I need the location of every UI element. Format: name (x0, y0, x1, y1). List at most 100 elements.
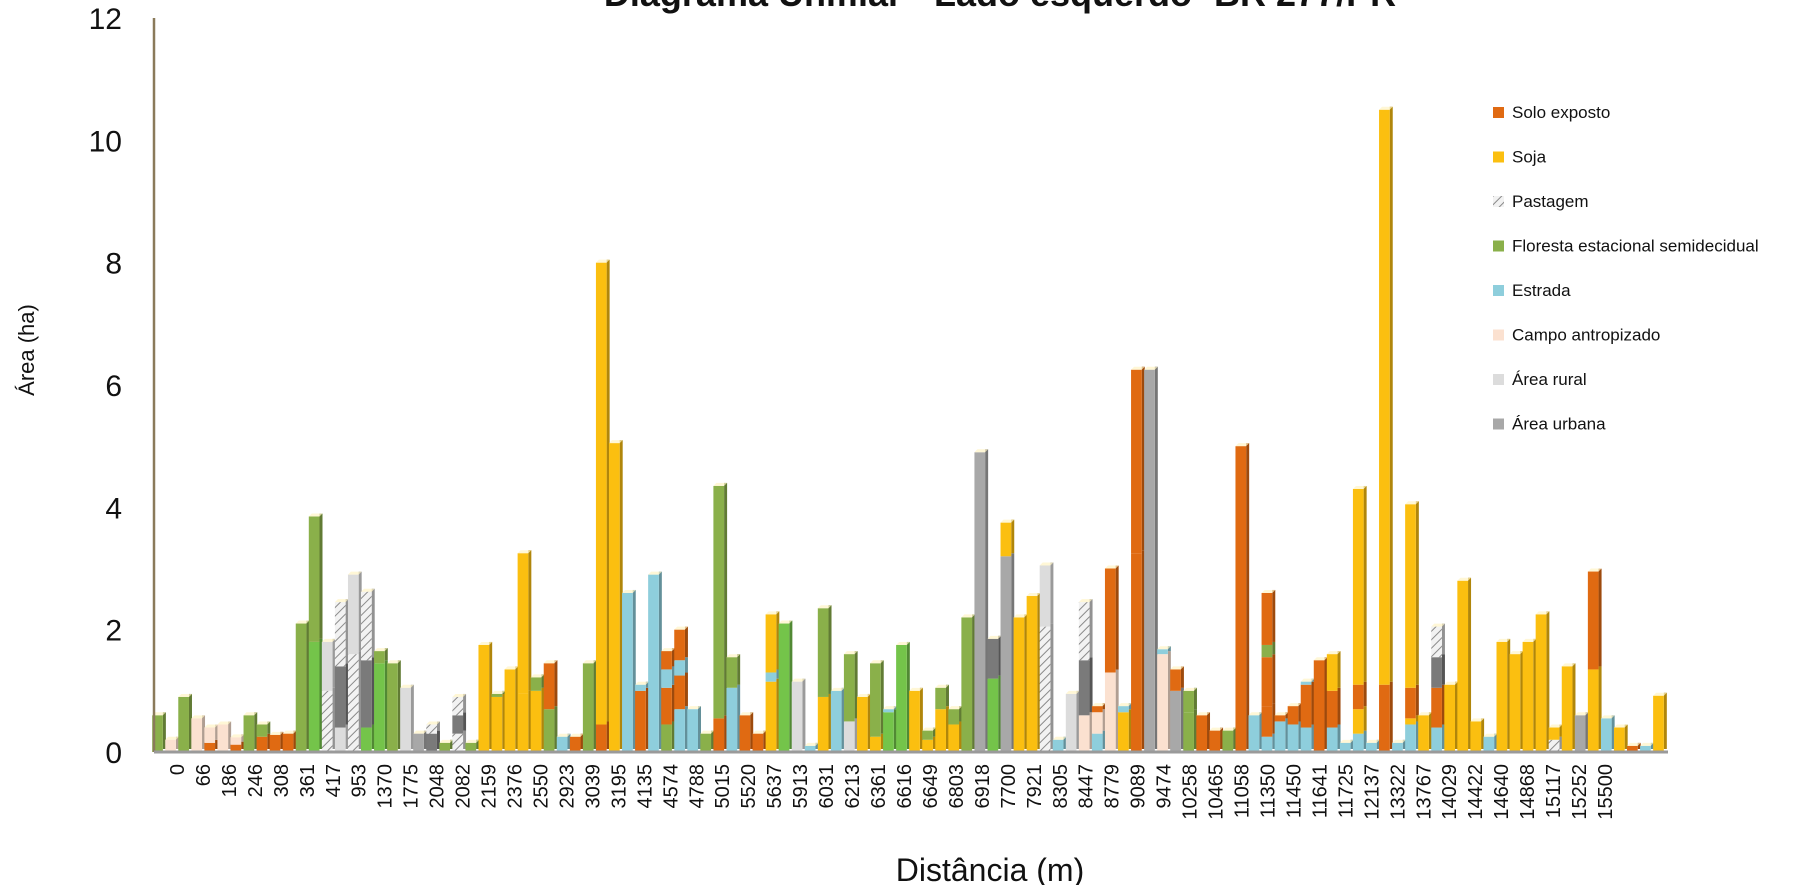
bar-segment (1274, 715, 1286, 722)
bar-segment-side (1128, 703, 1132, 710)
bar-segment-side (606, 721, 610, 749)
bar-segment-side (1481, 718, 1485, 749)
bar-top (1483, 733, 1498, 737)
bar-segment-side (1089, 712, 1093, 749)
x-tick-label: 2376 (505, 764, 527, 809)
bar-top (1587, 568, 1602, 572)
bar-segment-side (215, 739, 219, 749)
bar-top (830, 687, 845, 691)
x-tick-label: 417 (323, 764, 345, 797)
x-tick-label: 308 (271, 764, 293, 797)
bar-segment (1104, 672, 1116, 752)
bar-segment (361, 727, 372, 752)
bar-segment-side (776, 611, 780, 670)
bar-top (1248, 712, 1263, 716)
legend-label: Área urbana (1512, 415, 1606, 434)
bar-segment-side (645, 687, 649, 749)
bar-segment-side (463, 712, 467, 731)
bar-top (1392, 739, 1406, 743)
bar-segment-side (1441, 623, 1445, 655)
bar-top (1313, 657, 1328, 661)
x-tick-label: 11058 (1232, 764, 1254, 818)
bar-segment (230, 737, 242, 745)
bar-segment (1431, 626, 1442, 658)
bar-segment-side (1415, 721, 1419, 749)
bar-top (491, 690, 506, 694)
x-tick-label: 953 (349, 764, 371, 797)
bar-segment-side (724, 482, 728, 716)
bar-top (1209, 727, 1224, 731)
bar-segment (1352, 684, 1364, 710)
x-tick-label: 14029 (1439, 764, 1461, 820)
bar-segment-side (880, 733, 884, 749)
bar-segment (1000, 556, 1012, 752)
bar-segment (909, 690, 920, 752)
bar-segment (987, 678, 999, 752)
bar-segment-side (671, 648, 675, 667)
bar-top (987, 635, 1002, 639)
bar-segment-side (1520, 651, 1524, 749)
legend-label: Campo antropizado (1512, 326, 1660, 345)
bar-segment (974, 452, 986, 752)
bar-top (726, 654, 741, 658)
bar-segment-side (1272, 703, 1276, 734)
bar-segment-side (854, 651, 858, 719)
bar-top (674, 626, 688, 630)
bar-top (1457, 577, 1472, 581)
bar-segment (1587, 571, 1599, 670)
x-tick-label: 6803 (946, 764, 968, 809)
bar-segment (387, 663, 398, 752)
bar-top (1118, 703, 1132, 707)
bar-segment-side (241, 734, 245, 742)
bar-segment-side (1663, 692, 1667, 749)
bar-segment (1574, 715, 1586, 752)
bar-segment-side (671, 666, 675, 685)
bar-segment-side (802, 678, 806, 749)
bar-segment (674, 709, 685, 752)
bar-top (1039, 562, 1054, 566)
bar-segment (334, 666, 346, 728)
bar-segment-side (789, 620, 793, 749)
bar-segment (804, 745, 816, 752)
bar-segment-side (528, 550, 532, 691)
bar-segment (739, 715, 751, 752)
bar-segment (530, 690, 542, 752)
bar-segment (1078, 715, 1090, 752)
bar-segment (308, 641, 320, 752)
bar-segment-side (1089, 657, 1093, 713)
bar-segment (1405, 724, 1416, 752)
bar-segment-side (1389, 106, 1393, 682)
x-tick-label: 0 (167, 764, 189, 775)
bar-segment-side (267, 721, 271, 734)
bar-top (804, 742, 819, 746)
bar-segment (400, 687, 411, 752)
bar-segment-side (332, 638, 336, 688)
bar-segment (321, 641, 333, 691)
plot-area (152, 106, 1667, 752)
bar-segment (1104, 568, 1116, 673)
bar-top (282, 730, 297, 734)
bar-top (387, 660, 401, 664)
bar-segment (1039, 626, 1051, 752)
bar-segment (269, 734, 281, 752)
bar-top (765, 611, 780, 615)
bar-top (817, 605, 832, 609)
bar-segment (1457, 580, 1469, 752)
bar-segment-side (880, 660, 884, 734)
x-tick-label: 5015 (712, 764, 734, 809)
bar-top (543, 660, 558, 664)
legend-swatch (1493, 107, 1504, 118)
bar-top (413, 730, 427, 734)
legend-label: Estrada (1512, 281, 1571, 300)
bar-segment-side (1050, 562, 1054, 624)
bar-top (1261, 589, 1276, 593)
bar-segment-side (1559, 736, 1563, 749)
bar-segment (1379, 109, 1390, 685)
legend-swatch (1493, 151, 1504, 163)
bar-segment (1183, 690, 1194, 713)
bar-segment (870, 736, 881, 752)
bar-segment (256, 736, 268, 752)
x-tick-label: 4135 (634, 764, 656, 809)
bar-segment (1091, 706, 1103, 713)
bar-segment (1352, 709, 1364, 734)
